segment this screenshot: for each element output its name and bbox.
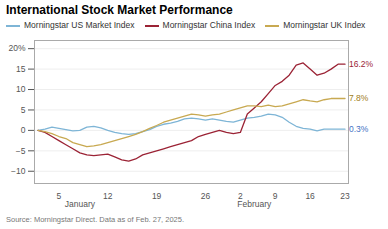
html-text:Morningstar US Market Index: Morningstar US Market Index	[24, 20, 135, 30]
svg-text:−5: −5	[16, 146, 26, 156]
svg-text:9: 9	[273, 191, 278, 201]
html-text:Source: Morningstar Direct. Da: Source: Morningstar Direct. Data as of F…	[6, 215, 184, 224]
svg-text:0: 0	[21, 125, 26, 135]
svg-text:23: 23	[340, 191, 350, 201]
svg-text:5: 5	[21, 105, 26, 115]
svg-text:19: 19	[152, 191, 162, 201]
svg-text:7.8%: 7.8%	[349, 93, 369, 103]
svg-text:20%: 20%	[8, 43, 25, 53]
svg-text:0.3%: 0.3%	[349, 124, 369, 134]
svg-text:16.2%: 16.2%	[349, 59, 374, 69]
svg-text:5: 5	[57, 191, 62, 201]
svg-text:12: 12	[103, 191, 113, 201]
svg-text:15: 15	[16, 64, 26, 74]
svg-text:16: 16	[305, 191, 315, 201]
html-text:Morningstar China Index: Morningstar China Index	[162, 20, 256, 30]
svg-text:10: 10	[16, 84, 26, 94]
svg-text:February: February	[237, 199, 272, 209]
svg-text:January: January	[65, 199, 96, 209]
svg-text:26: 26	[201, 191, 211, 201]
svg-text:2: 2	[238, 190, 243, 201]
html-text:Morningstar UK Index: Morningstar UK Index	[283, 20, 366, 30]
html-text:International Stock Market Per: International Stock Market Performance	[6, 3, 233, 17]
svg-text:−10: −10	[11, 166, 26, 176]
